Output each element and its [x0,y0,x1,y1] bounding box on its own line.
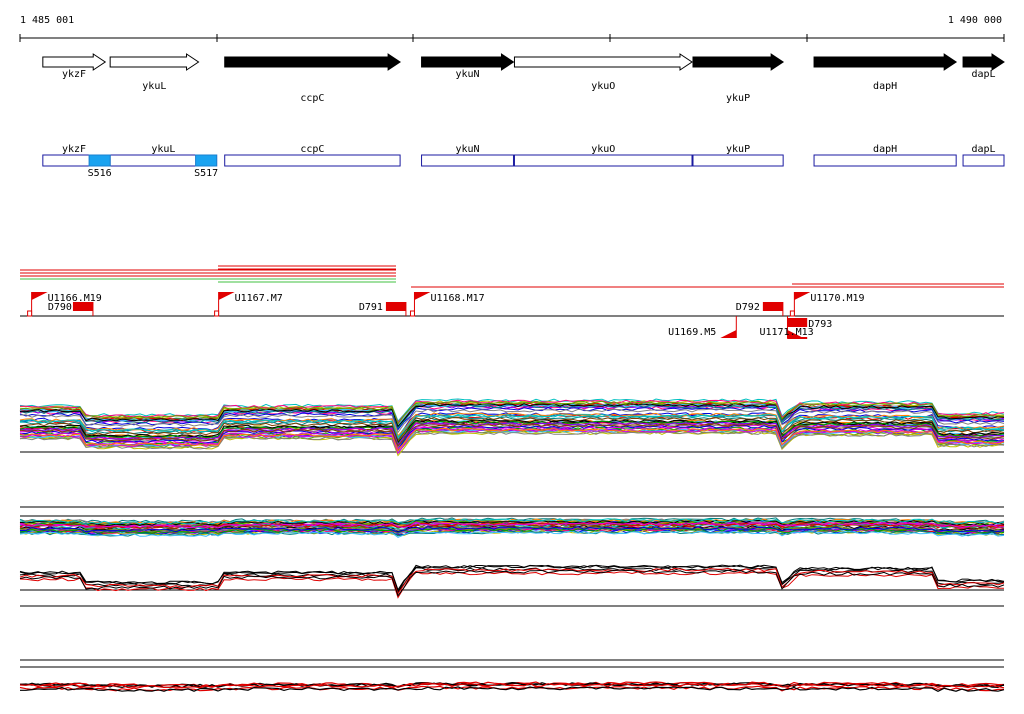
expression-trace [19,419,1005,444]
expression-trace [19,526,1005,533]
downshift-label: D791 [359,302,383,313]
tu-flag[interactable] [218,292,235,300]
ruler-end-label: 1 490 000 [948,15,1002,26]
feature-label: ykuO [591,144,615,155]
gene-arrow[interactable] [962,53,1005,71]
feature-box[interactable] [513,154,693,167]
segment-box[interactable] [88,154,111,167]
gene-arrow[interactable] [421,53,515,71]
expression-trace [19,569,1005,597]
expression-trace [19,417,1005,442]
segment-box[interactable] [195,154,218,167]
tu-label: U1171.M13 [759,327,813,338]
expression-trace [19,403,1005,428]
expression-trace [19,521,1005,529]
gene-label: ykuP [726,93,750,104]
expression-trace [19,518,1005,525]
transcription-unit-track: U1166.M19 U1167.M7 U1168.M17 U1169.M5 U1171.… [20,292,1004,339]
feature-box[interactable] [692,154,784,167]
expression-trace [19,522,1005,530]
expression-trace [19,407,1005,431]
gene-arrow[interactable] [42,53,107,71]
feature-label: dapH [873,144,897,155]
gene-arrow[interactable] [224,53,401,71]
gene-label: dapH [873,81,897,92]
expression-trace [19,424,1005,451]
tu-label: U1167.M7 [235,293,283,304]
expression-trace [20,686,1005,692]
tu-label: U1168.M17 [430,293,484,304]
expression-trace [19,427,1005,452]
downshift-label: D793 [808,319,832,330]
tu-label: U1169.M5 [668,327,716,338]
gene-label: ykuL [142,81,166,92]
coordinate-ruler: 1 485 001 1 490 000 [19,15,1005,42]
tu-flag[interactable] [414,292,431,300]
expression-trace [19,413,1005,439]
expression-trace [19,530,1005,538]
expression-trace [19,681,1005,688]
expression-trace [19,530,1005,537]
tu-marker [214,310,220,317]
feature-label: ccpC [300,144,324,155]
gene-label: ykzF [62,69,86,80]
feature-label: ykuP [726,144,750,155]
feature-label: dapL [971,144,995,155]
expression-trace [19,408,1005,434]
gene-arrow[interactable] [109,53,200,71]
expression-trace [19,571,1004,599]
segment-label: S516 [88,168,112,179]
tu-marker [789,310,795,317]
downshift-label: D792 [736,302,760,313]
gene-label: ccpC [300,93,324,104]
gene-arrow[interactable] [513,53,693,71]
segment-label: S517 [194,168,218,179]
downshift-box[interactable] [72,302,93,311]
expression-trace [19,423,1005,447]
segment-lines [20,265,1004,288]
expression-trace [19,413,1005,438]
expression-trace [19,567,1005,595]
expression-trace [19,421,1005,446]
feature-label: ykuN [455,144,479,155]
tu-marker [409,310,415,317]
downshift-label: D790 [48,302,72,313]
downshift-box[interactable] [762,302,783,311]
expression-trace [19,682,1005,689]
tu-flag[interactable] [794,292,811,300]
expression-trace [19,400,1005,425]
tu-label: U1170.M19 [810,293,864,304]
expression-trace [19,527,1005,534]
expression-profiles [19,398,1005,692]
tu-flag[interactable] [787,330,804,338]
expression-trace [19,431,1005,455]
gene-arrow-track: ykzF ykuL ccpC ykuN ykuO ykuP dapH dapL [42,53,1005,104]
gene-label: ykuN [455,69,479,80]
feature-box[interactable] [224,154,401,167]
gene-arrow[interactable] [692,53,785,71]
feature-box[interactable] [421,154,514,167]
tu-label: U1166.M19 [48,293,102,304]
downshift-box[interactable] [787,318,808,327]
gene-label: ykuO [591,81,615,92]
feature-box-track: ykzF ykuL ccpC ykuN ykuO ykuP dapH dapL S516 S517 [42,144,1005,179]
expression-trace [19,682,1005,689]
expression-trace [19,564,1005,591]
tu-flag[interactable] [31,292,48,300]
feature-box[interactable] [962,154,1005,167]
feature-box[interactable] [813,154,957,167]
tu-marker [27,310,33,317]
expression-trace [19,518,1005,525]
gene-arrow[interactable] [813,53,958,71]
feature-label: ykzF [62,144,86,155]
gene-label: dapL [971,69,995,80]
ruler-start-label: 1 485 001 [20,15,74,26]
tu-flag[interactable] [720,330,737,338]
downshift-box[interactable] [385,302,406,311]
feature-label: ykuL [151,144,175,155]
expression-trace [19,412,1005,437]
